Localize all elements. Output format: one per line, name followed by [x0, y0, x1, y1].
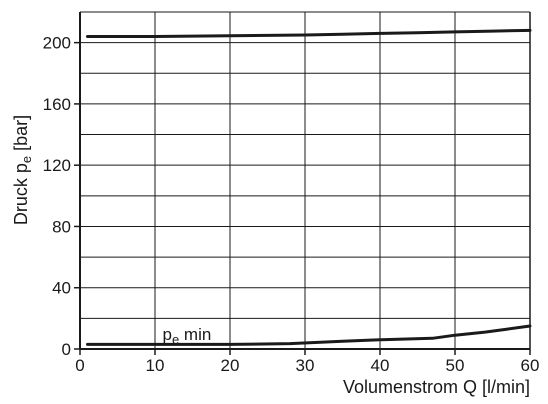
grid — [80, 11, 530, 349]
x-tick-label: 20 — [221, 356, 240, 375]
x-tick-labels: 0 10 20 30 40 50 60 — [75, 349, 539, 375]
y-tick-label: 120 — [43, 156, 71, 175]
x-tick-label: 50 — [446, 356, 465, 375]
y-tick-label: 160 — [43, 95, 71, 114]
x-tick-label: 30 — [296, 356, 315, 375]
x-tick-label: 10 — [146, 356, 165, 375]
y-tick-label: 40 — [52, 279, 71, 298]
y-tick-label: 200 — [43, 34, 71, 53]
series-line-upper — [86, 28, 532, 38]
x-axis-label: Volumenstrom Q [l/min] — [343, 377, 530, 397]
y-axis-label-unit: [bar] — [11, 115, 31, 156]
annotation-pe-min: pe min — [163, 325, 212, 347]
y-tick-label: 80 — [52, 217, 71, 236]
y-axis-label-main: Druck p — [11, 163, 31, 225]
y-axis-label: Druck pe [bar] — [11, 115, 34, 225]
annotations: pe min — [163, 325, 212, 347]
y-tick-label: 0 — [62, 340, 71, 359]
series-line-pe-min — [86, 324, 532, 346]
series-lines — [86, 28, 532, 346]
y-tick-labels: 0 40 80 120 160 200 — [43, 34, 80, 359]
y-axis-label-sub: e — [19, 156, 34, 163]
x-tick-label: 60 — [521, 356, 540, 375]
x-tick-label: 40 — [371, 356, 390, 375]
x-tick-label: 0 — [75, 356, 84, 375]
